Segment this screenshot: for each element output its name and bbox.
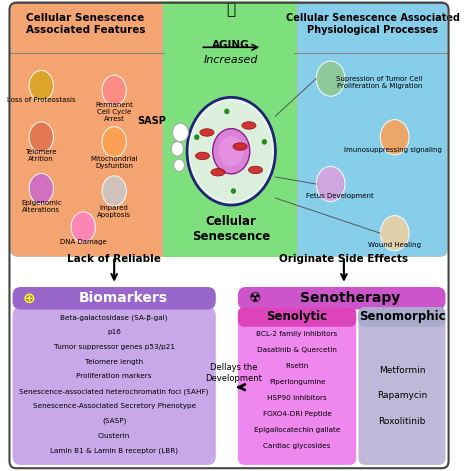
Text: Rapamycin: Rapamycin: [377, 391, 427, 400]
Text: Roxolitinib: Roxolitinib: [378, 417, 426, 426]
Text: (SASP): (SASP): [102, 418, 127, 424]
Ellipse shape: [316, 166, 345, 202]
Text: Piperlongumine: Piperlongumine: [269, 379, 325, 385]
Ellipse shape: [171, 142, 183, 156]
Ellipse shape: [102, 176, 126, 206]
Text: Fisetin: Fisetin: [285, 363, 309, 369]
Bar: [158, 1, 167, 257]
Text: FOXO4-DRI Peptide: FOXO4-DRI Peptide: [263, 411, 331, 417]
Text: Wound Healing: Wound Healing: [368, 242, 421, 248]
Text: DNA Damage: DNA Damage: [60, 239, 107, 245]
Ellipse shape: [102, 75, 126, 106]
FancyBboxPatch shape: [358, 307, 446, 327]
Bar: [293, 1, 302, 257]
FancyBboxPatch shape: [13, 287, 216, 309]
Ellipse shape: [200, 129, 214, 136]
Text: SASP: SASP: [137, 116, 166, 126]
Text: Increased: Increased: [204, 55, 258, 65]
FancyBboxPatch shape: [298, 1, 447, 257]
Ellipse shape: [29, 122, 54, 153]
Ellipse shape: [187, 97, 275, 205]
Text: AGING: AGING: [212, 40, 250, 50]
FancyBboxPatch shape: [238, 287, 446, 309]
Text: Loss of Proteostasis: Loss of Proteostasis: [7, 97, 75, 103]
Text: Beta-galactosidase (SA-β-gal): Beta-galactosidase (SA-β-gal): [61, 314, 168, 321]
Text: Metformin: Metformin: [379, 365, 425, 374]
Text: Permanent
Cell Cycle
Arrest: Permanent Cell Cycle Arrest: [95, 102, 133, 122]
Text: Cellular
Senescence: Cellular Senescence: [192, 215, 270, 243]
Ellipse shape: [174, 159, 184, 171]
Ellipse shape: [102, 127, 126, 157]
Ellipse shape: [194, 134, 200, 140]
Ellipse shape: [262, 139, 267, 145]
Bar: [163, 1, 298, 257]
FancyBboxPatch shape: [13, 307, 216, 465]
Ellipse shape: [316, 61, 345, 96]
Text: Mitochondrial
Dysfuntion: Mitochondrial Dysfuntion: [91, 156, 138, 169]
Text: Senolytic: Senolytic: [266, 310, 328, 324]
Ellipse shape: [213, 129, 250, 174]
Ellipse shape: [380, 216, 409, 251]
Text: Clusterin: Clusterin: [98, 432, 130, 439]
Text: Lamin B1 & Lamin B receptor (LBR): Lamin B1 & Lamin B receptor (LBR): [50, 447, 178, 454]
Text: Epigenomic
Alterations: Epigenomic Alterations: [21, 200, 62, 213]
Text: BCL-2 family inhibitors: BCL-2 family inhibitors: [256, 331, 337, 337]
Ellipse shape: [224, 109, 229, 114]
FancyBboxPatch shape: [10, 1, 163, 257]
Ellipse shape: [380, 120, 409, 155]
Ellipse shape: [190, 101, 273, 201]
Text: Telomere length: Telomere length: [85, 358, 143, 365]
Ellipse shape: [233, 143, 247, 150]
Ellipse shape: [29, 173, 54, 204]
Text: Cellular Senescence
Associated Features: Cellular Senescence Associated Features: [26, 13, 145, 35]
Text: ⊕: ⊕: [23, 291, 36, 306]
FancyBboxPatch shape: [238, 307, 356, 327]
Text: Dellays the
Development: Dellays the Development: [205, 363, 262, 382]
Text: Senescence-Associated Secretory Phenotype: Senescence-Associated Secretory Phenotyp…: [33, 403, 196, 409]
Ellipse shape: [231, 188, 236, 194]
Ellipse shape: [219, 136, 244, 166]
Text: Senotherapy: Senotherapy: [301, 291, 401, 305]
FancyBboxPatch shape: [358, 307, 446, 465]
Text: Biomarkers: Biomarkers: [79, 291, 167, 305]
Text: Lack of Reliable: Lack of Reliable: [67, 253, 161, 264]
Text: Cellular Senescence Associated
Physiological Processes: Cellular Senescence Associated Physiolog…: [286, 13, 460, 35]
Text: Imunosuppressing signaling: Imunosuppressing signaling: [344, 146, 441, 153]
Text: Tumor suppressor genes p53/p21: Tumor suppressor genes p53/p21: [54, 344, 175, 350]
Text: 🚶: 🚶: [227, 2, 236, 17]
Text: ☢: ☢: [248, 291, 261, 305]
Text: Proliferation markers: Proliferation markers: [76, 374, 152, 379]
Text: Cardiac glycosides: Cardiac glycosides: [264, 443, 331, 449]
Ellipse shape: [173, 123, 188, 142]
Ellipse shape: [242, 122, 256, 129]
Text: Telomere
Atrition: Telomere Atrition: [26, 149, 57, 162]
Text: Impared
Apoptosis: Impared Apoptosis: [97, 205, 131, 218]
Ellipse shape: [71, 212, 95, 242]
Text: Supression of Tumor Cell
Proliferation & Migration: Supression of Tumor Cell Proliferation &…: [336, 76, 422, 89]
Ellipse shape: [248, 166, 263, 174]
Ellipse shape: [195, 152, 210, 160]
Ellipse shape: [211, 169, 225, 176]
Text: Originate Side Effects: Originate Side Effects: [279, 253, 409, 264]
Text: Dasatinib & Quercetin: Dasatinib & Quercetin: [257, 347, 337, 353]
Text: Fetus Development: Fetus Development: [306, 194, 374, 199]
Text: Senomorphic: Senomorphic: [359, 310, 445, 324]
FancyBboxPatch shape: [238, 307, 356, 465]
Text: p16: p16: [107, 329, 121, 335]
Text: Senescence-associated heterochromatin foci (SAHF): Senescence-associated heterochromatin fo…: [19, 388, 209, 395]
Text: Epigallocatechin gallate: Epigallocatechin gallate: [254, 427, 340, 433]
Text: HSP90 Inhibitors: HSP90 Inhibitors: [267, 395, 327, 401]
Ellipse shape: [29, 71, 54, 101]
